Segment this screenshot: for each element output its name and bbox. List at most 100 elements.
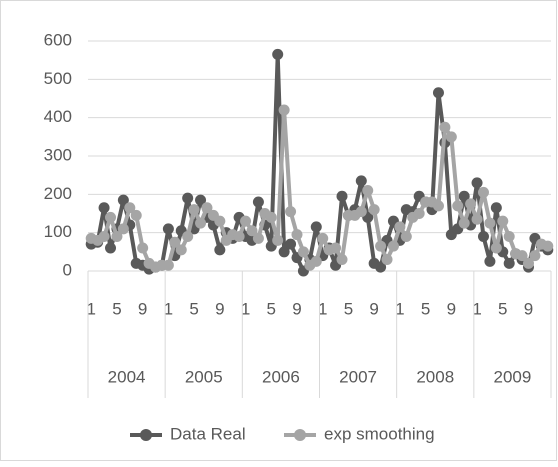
point (105, 211, 117, 223)
point (529, 250, 541, 262)
x-group-label: 2007 (339, 367, 377, 386)
x-group-label: 2008 (416, 367, 454, 386)
legend-marker (140, 429, 152, 441)
x-group-label: 2004 (108, 367, 146, 386)
point (214, 244, 226, 256)
y-tick-label: 600 (44, 30, 72, 49)
x-tick-label: 9 (215, 299, 224, 318)
point (471, 177, 483, 189)
x-tick-label: 9 (138, 299, 147, 318)
point (246, 225, 258, 237)
point (175, 244, 187, 256)
point (310, 255, 322, 267)
point (477, 186, 489, 198)
point (336, 190, 348, 202)
point (124, 202, 136, 214)
x-tick-label: 1 (86, 299, 95, 318)
point (130, 209, 142, 221)
point (188, 204, 200, 216)
point (458, 190, 470, 202)
point (336, 254, 348, 265)
x-tick-label: 5 (498, 299, 507, 318)
x-tick-label: 9 (369, 299, 378, 318)
point (252, 196, 264, 208)
point (522, 257, 534, 269)
point (445, 131, 457, 143)
point (240, 215, 252, 227)
point (265, 211, 277, 223)
x-tick-label: 1 (241, 299, 250, 318)
point (413, 208, 425, 219)
point (111, 231, 123, 242)
point (458, 217, 470, 229)
point (542, 240, 554, 252)
point (272, 234, 284, 246)
point (201, 202, 213, 214)
point (317, 232, 329, 244)
point (465, 198, 477, 210)
point (439, 121, 451, 133)
y-tick-label: 0 (63, 260, 72, 279)
point (381, 254, 393, 265)
x-tick-label: 5 (421, 299, 430, 318)
point (195, 217, 207, 229)
point (278, 104, 290, 116)
y-tick-label: 300 (44, 145, 72, 164)
point (490, 202, 502, 214)
point (272, 48, 284, 60)
legend-marker (294, 429, 306, 441)
point (452, 200, 464, 212)
point (432, 87, 444, 99)
x-tick-label: 5 (344, 299, 353, 318)
point (394, 221, 406, 233)
x-tick-label: 1 (395, 299, 404, 318)
legend-label: exp smoothing (324, 424, 435, 443)
point (375, 240, 387, 252)
x-group-label: 2006 (262, 367, 300, 386)
point (291, 229, 303, 241)
x-tick-label: 5 (112, 299, 121, 318)
point (497, 215, 509, 227)
point (516, 250, 528, 262)
point (195, 194, 207, 206)
point (471, 213, 483, 225)
point (182, 231, 194, 242)
point (182, 192, 194, 204)
point (162, 259, 174, 271)
point (278, 246, 290, 258)
point (484, 217, 496, 229)
point (252, 232, 264, 244)
point (355, 175, 367, 187)
point (387, 240, 399, 252)
point (400, 231, 412, 242)
y-tick-label: 100 (44, 222, 72, 241)
point (477, 231, 489, 242)
point (98, 231, 110, 242)
y-tick-label: 200 (44, 184, 72, 203)
point (285, 238, 297, 250)
x-tick-label: 1 (472, 299, 481, 318)
point (490, 242, 502, 254)
point (432, 200, 444, 212)
point (503, 231, 515, 242)
point (285, 206, 297, 218)
point (117, 223, 129, 235)
x-tick-label: 9 (524, 299, 533, 318)
x-group-label: 2009 (494, 367, 532, 386)
y-tick-label: 500 (44, 69, 72, 88)
x-tick-label: 5 (189, 299, 198, 318)
point (484, 255, 496, 267)
point (233, 231, 245, 242)
x-tick-label: 9 (447, 299, 456, 318)
legend-label: Data Real (170, 424, 246, 443)
point (105, 242, 117, 254)
point (362, 185, 374, 196)
point (503, 257, 515, 269)
x-group-label: 2005 (185, 367, 223, 386)
y-tick-label: 400 (44, 107, 72, 126)
point (162, 223, 174, 235)
x-tick-label: 5 (267, 299, 276, 318)
x-tick-label: 1 (318, 299, 327, 318)
point (117, 194, 129, 206)
